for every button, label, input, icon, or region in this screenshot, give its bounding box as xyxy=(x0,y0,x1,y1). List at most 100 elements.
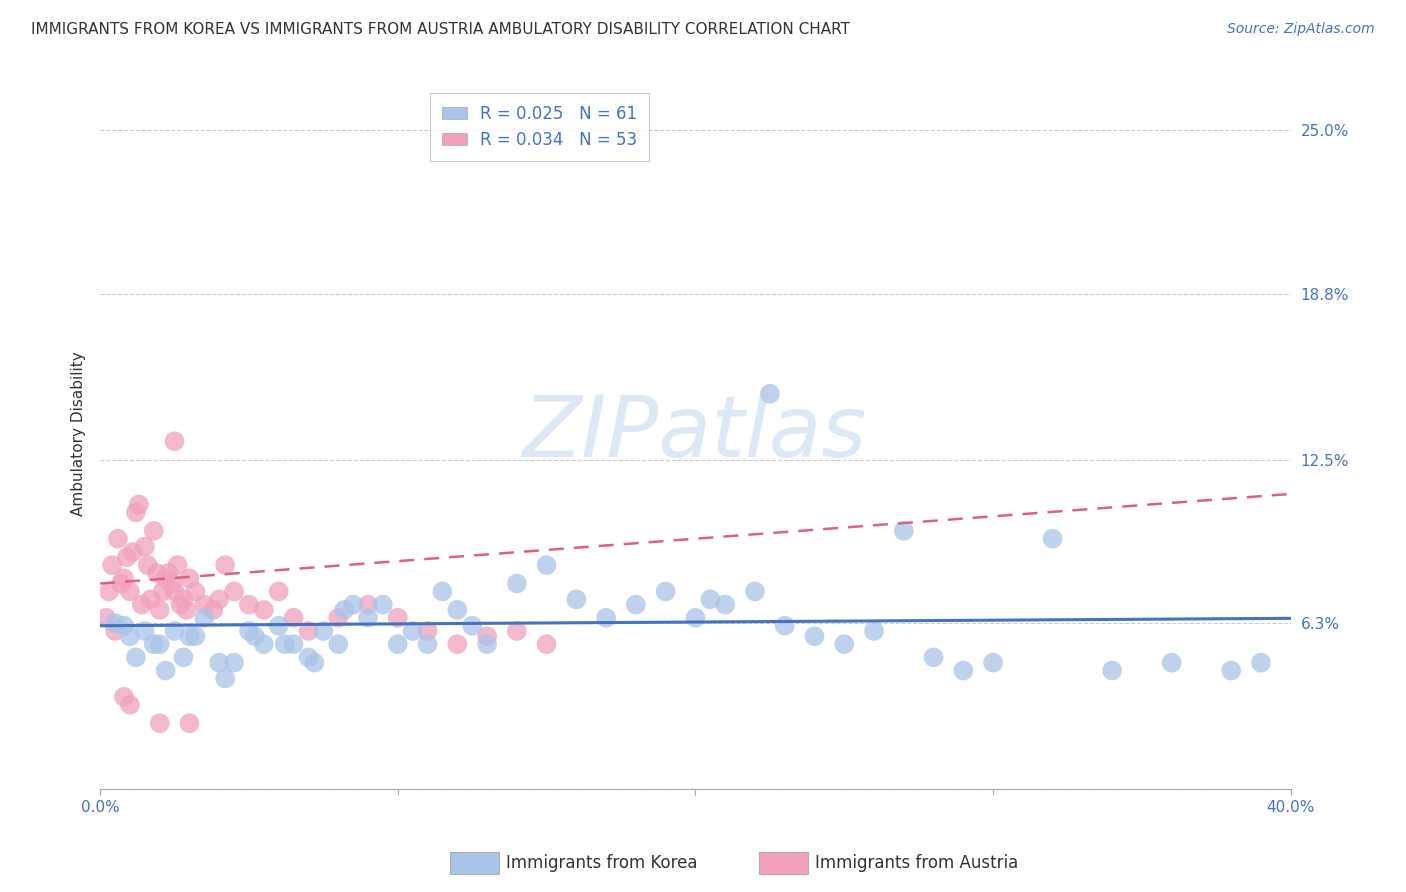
Point xyxy=(157,566,180,580)
Point xyxy=(328,611,350,625)
Point xyxy=(506,624,529,638)
Point xyxy=(685,611,707,625)
Point xyxy=(506,576,529,591)
Point xyxy=(416,624,439,638)
Point xyxy=(179,571,201,585)
Point xyxy=(134,624,156,638)
Point xyxy=(1101,664,1123,678)
Point xyxy=(304,656,326,670)
Point xyxy=(184,584,207,599)
Point xyxy=(149,637,172,651)
Point xyxy=(172,650,194,665)
Text: ZIPatlas: ZIPatlas xyxy=(523,392,868,475)
Point xyxy=(328,637,350,651)
Point xyxy=(214,558,236,573)
Point xyxy=(166,558,188,573)
Point xyxy=(118,698,141,712)
Point xyxy=(297,650,319,665)
Point xyxy=(714,598,737,612)
Point xyxy=(172,592,194,607)
Point xyxy=(169,598,191,612)
Point xyxy=(94,611,117,625)
Text: Immigrants from Korea: Immigrants from Korea xyxy=(506,854,697,871)
Point xyxy=(744,584,766,599)
Point xyxy=(536,558,558,573)
Point xyxy=(136,558,159,573)
Point xyxy=(112,571,135,585)
Point xyxy=(149,716,172,731)
Point xyxy=(475,629,498,643)
Point xyxy=(565,592,588,607)
Point xyxy=(142,524,165,538)
Point xyxy=(131,598,153,612)
Point xyxy=(446,603,468,617)
Point xyxy=(952,664,974,678)
Point xyxy=(803,629,825,643)
Point xyxy=(163,584,186,599)
Point xyxy=(267,618,290,632)
Point xyxy=(297,624,319,638)
Point xyxy=(160,576,183,591)
Point xyxy=(243,629,266,643)
Point xyxy=(125,650,148,665)
Point xyxy=(401,624,423,638)
Legend: R = 0.025   N = 61, R = 0.034   N = 53: R = 0.025 N = 61, R = 0.034 N = 53 xyxy=(430,93,648,161)
Point xyxy=(202,603,225,617)
Point xyxy=(179,716,201,731)
Point xyxy=(981,656,1004,670)
Point xyxy=(1250,656,1272,670)
Point xyxy=(387,611,409,625)
Point xyxy=(118,584,141,599)
Point xyxy=(142,637,165,651)
Point xyxy=(446,637,468,651)
Point xyxy=(238,624,260,638)
Point xyxy=(832,637,855,651)
Point xyxy=(112,690,135,704)
Point xyxy=(267,584,290,599)
Text: Immigrants from Austria: Immigrants from Austria xyxy=(815,854,1019,871)
Point xyxy=(333,603,356,617)
Point xyxy=(654,584,676,599)
Point xyxy=(222,656,245,670)
Point xyxy=(208,656,231,670)
Point xyxy=(193,598,215,612)
Point xyxy=(1042,532,1064,546)
Point xyxy=(214,672,236,686)
Point xyxy=(461,618,484,632)
Point xyxy=(163,624,186,638)
Point xyxy=(387,637,409,651)
Point xyxy=(432,584,454,599)
Point xyxy=(149,603,172,617)
Point xyxy=(184,629,207,643)
Point xyxy=(759,386,782,401)
Point xyxy=(699,592,721,607)
Point xyxy=(118,629,141,643)
Point xyxy=(253,603,276,617)
Point xyxy=(1220,664,1243,678)
Point xyxy=(163,434,186,449)
Point xyxy=(107,532,129,546)
Point xyxy=(922,650,945,665)
Point xyxy=(357,598,380,612)
Text: Source: ZipAtlas.com: Source: ZipAtlas.com xyxy=(1227,22,1375,37)
Point xyxy=(152,584,174,599)
Point xyxy=(475,637,498,651)
Point xyxy=(139,592,162,607)
Point xyxy=(312,624,335,638)
Point xyxy=(893,524,915,538)
Point xyxy=(416,637,439,651)
Point xyxy=(155,664,177,678)
Point xyxy=(253,637,276,651)
Point xyxy=(1160,656,1182,670)
Point xyxy=(208,592,231,607)
Point xyxy=(101,558,124,573)
Point xyxy=(342,598,364,612)
Point xyxy=(371,598,394,612)
Point xyxy=(179,629,201,643)
Point xyxy=(357,611,380,625)
Point xyxy=(134,540,156,554)
Point xyxy=(193,611,215,625)
Point xyxy=(863,624,886,638)
Point xyxy=(238,598,260,612)
Point xyxy=(104,616,127,631)
